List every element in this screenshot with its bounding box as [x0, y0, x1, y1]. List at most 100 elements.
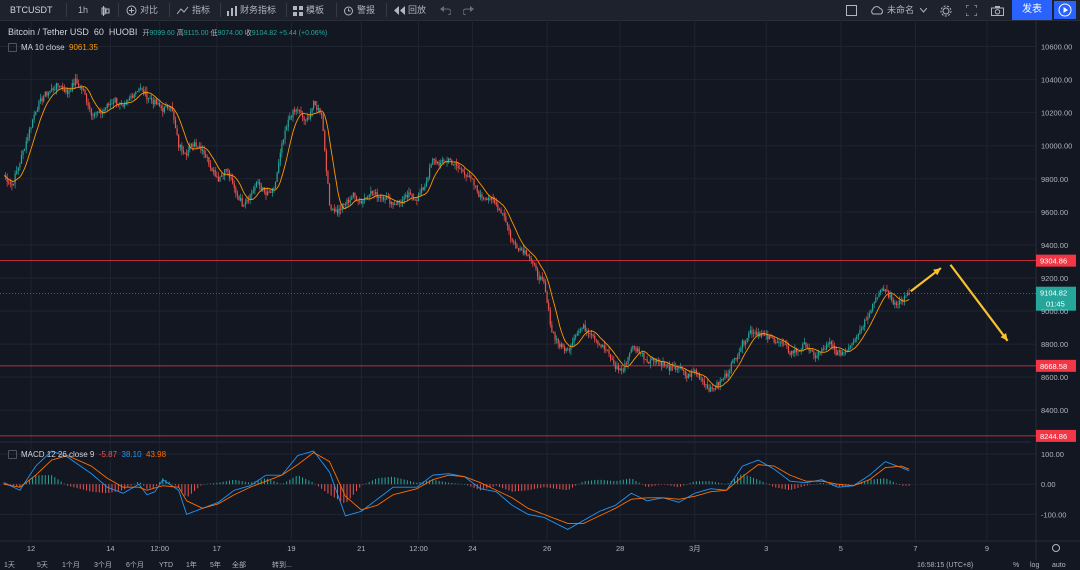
- fullscreen-button[interactable]: [965, 0, 978, 20]
- signal-line: [3, 452, 910, 524]
- candle-down: [554, 333, 556, 340]
- macd-histogram-bar: [267, 478, 269, 485]
- candle-down: [625, 363, 628, 365]
- candle-down: [182, 150, 185, 153]
- candle-down: [698, 373, 701, 380]
- visibility-icon[interactable]: [8, 43, 17, 53]
- undo-button[interactable]: [440, 0, 452, 20]
- range-1m[interactable]: 1个月: [62, 562, 80, 569]
- range-ytd[interactable]: YTD: [159, 562, 173, 569]
- chart-canvas[interactable]: 9304.86 9104.82 01:45 8668.58 8244.86 10600.…: [0, 20, 1080, 562]
- financials-button[interactable]: 财务指标: [227, 0, 276, 20]
- range-3m[interactable]: 3个月: [94, 562, 112, 569]
- candle-up: [641, 352, 643, 354]
- candle-up: [678, 368, 680, 369]
- legend-title: Bitcoin / Tether USD: [8, 27, 89, 37]
- interval-button[interactable]: 1h: [78, 5, 89, 15]
- macd-histogram-bar: [619, 480, 621, 485]
- macd-histogram-bar: [648, 484, 650, 487]
- alert-button[interactable]: 警报: [343, 0, 375, 20]
- macd-histogram-bar: [575, 484, 577, 486]
- range-5d[interactable]: 5天: [37, 562, 48, 569]
- candle-up: [349, 199, 351, 203]
- settings-button[interactable]: [940, 0, 952, 20]
- candle-up: [276, 172, 278, 182]
- time-tick-label: 21: [357, 544, 365, 553]
- candle-down: [81, 86, 83, 90]
- macd-histogram-bar: [565, 484, 567, 491]
- ma-value: 9061.35: [69, 43, 98, 52]
- auto-toggle[interactable]: auto: [1052, 562, 1066, 569]
- log-toggle[interactable]: log: [1030, 562, 1040, 569]
- macd-line-value: 38.10: [121, 450, 142, 459]
- visibility-icon[interactable]: [8, 450, 17, 460]
- candle-up: [791, 350, 793, 355]
- save-layout-button[interactable]: 未命名: [870, 0, 927, 20]
- chevron-down-icon: [919, 7, 927, 13]
- macd-histogram-bar: [282, 483, 284, 485]
- macd-histogram-bar: [705, 481, 707, 485]
- redo-icon: [462, 6, 474, 16]
- macd-histogram-bar: [749, 476, 751, 485]
- candle-up: [818, 352, 820, 356]
- range-1d[interactable]: 1天: [4, 562, 15, 569]
- macd-legend[interactable]: MACD 12 26 close 9 -5.87 38.10 43.98: [8, 450, 166, 460]
- macd-histogram-bar: [762, 481, 764, 485]
- candle-down: [324, 130, 326, 151]
- macd-histogram-bar: [146, 484, 148, 489]
- macd-histogram-bar: [400, 478, 402, 485]
- macd-histogram-bar: [381, 477, 383, 485]
- macd-histogram-bar: [508, 484, 510, 491]
- candle-down: [155, 99, 158, 105]
- range-5y[interactable]: 5年: [210, 562, 221, 569]
- templates-button[interactable]: 模板: [293, 0, 324, 20]
- candle-up: [335, 209, 337, 212]
- percent-toggle[interactable]: %: [1013, 562, 1020, 569]
- macd-histogram-bar: [892, 481, 894, 485]
- candle-down: [203, 149, 205, 155]
- macd-histogram-bar: [753, 477, 755, 485]
- candle-down: [168, 107, 170, 109]
- publish-button[interactable]: 发表: [1012, 0, 1052, 20]
- countdown-label: 01:45: [1046, 300, 1065, 309]
- macd-histogram-bar: [533, 484, 535, 490]
- compare-button[interactable]: 对比: [126, 0, 158, 20]
- range-all[interactable]: 全部: [232, 562, 246, 569]
- candle-down: [784, 343, 786, 345]
- candle-down: [268, 191, 270, 193]
- macd-histogram-bar: [152, 484, 154, 489]
- candle-up: [93, 113, 96, 116]
- range-1y[interactable]: 1年: [186, 562, 197, 569]
- macd-histogram-bar: [206, 483, 208, 485]
- candle-up: [311, 108, 313, 113]
- candle-down: [478, 191, 480, 197]
- replay-button[interactable]: 回放: [394, 0, 426, 20]
- candle-down: [141, 88, 143, 90]
- publish-dropdown-button[interactable]: [1054, 1, 1076, 19]
- candle-up: [119, 103, 121, 105]
- axes: 10600.00 10400.00 10200.00 10000.00 9800.00 9…: [27, 43, 1072, 553]
- ma-legend[interactable]: MA 10 close 9061.35: [8, 43, 98, 53]
- macd-histogram-bar: [597, 479, 599, 485]
- candle-down: [382, 197, 385, 200]
- candle-up: [103, 109, 105, 112]
- snapshot-button[interactable]: [991, 0, 1004, 20]
- chart-type-button[interactable]: [101, 0, 113, 20]
- goto-button[interactable]: 转到...: [272, 562, 292, 569]
- candle-down: [290, 116, 293, 118]
- range-6m[interactable]: 6个月: [126, 562, 144, 569]
- candle-down: [46, 91, 48, 96]
- redo-button[interactable]: [462, 0, 474, 20]
- indicators-button[interactable]: 指标: [177, 0, 210, 20]
- symbol-search[interactable]: BTCUSDT: [10, 5, 53, 15]
- candle-up: [868, 313, 871, 318]
- fullscreen-toggle[interactable]: [846, 0, 857, 20]
- macd-histogram-bar: [47, 475, 49, 485]
- macd-histogram-bar: [235, 479, 237, 485]
- candle-down: [451, 160, 453, 165]
- candle-down: [538, 276, 540, 280]
- candle-up: [332, 208, 334, 210]
- price-tick-label: 9800.00: [1041, 175, 1068, 184]
- candle-up: [401, 199, 404, 204]
- macd-histogram-bar: [546, 484, 548, 488]
